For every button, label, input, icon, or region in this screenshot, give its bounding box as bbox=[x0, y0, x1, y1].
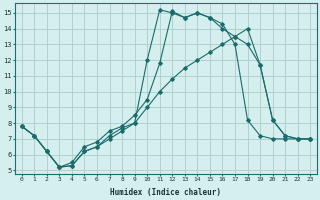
X-axis label: Humidex (Indice chaleur): Humidex (Indice chaleur) bbox=[110, 188, 221, 197]
